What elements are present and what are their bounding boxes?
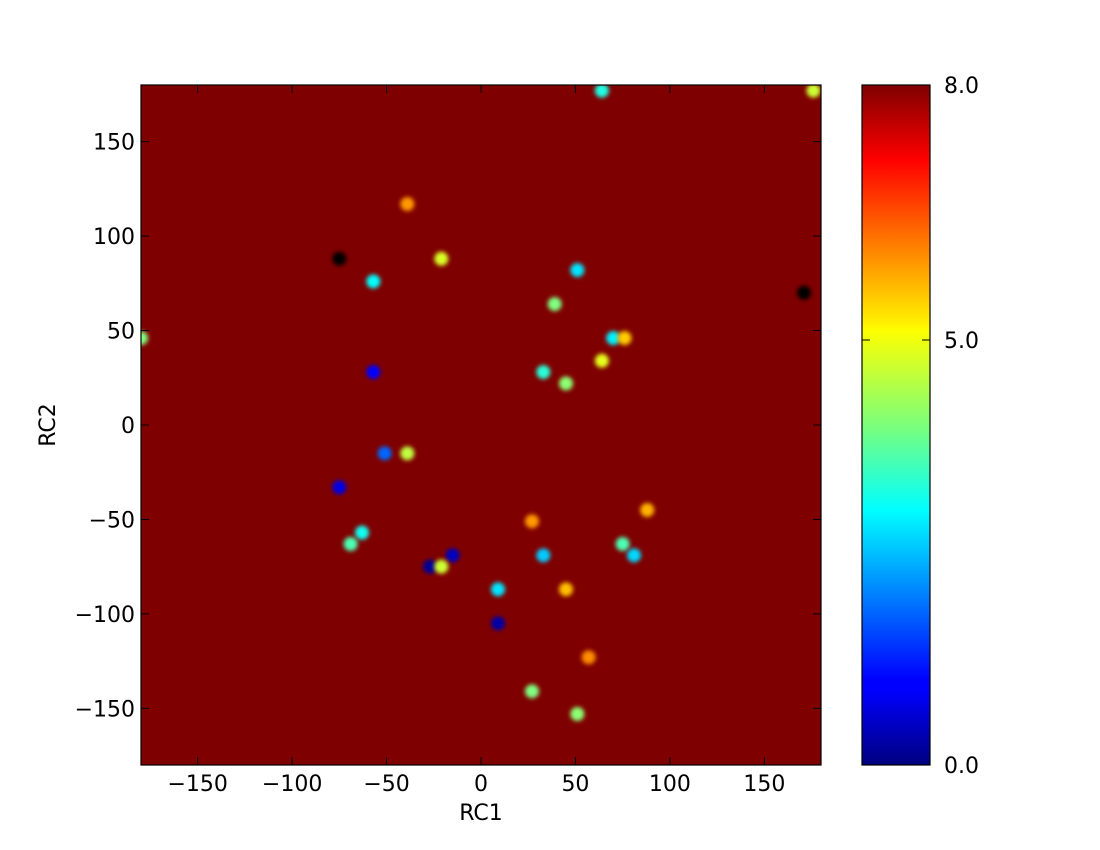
y-tick-label: 50 (107, 320, 135, 345)
heatmap-spot-9 (141, 331, 148, 346)
y-axis-ticks: −150 −100 −50 0 50 100 150 (75, 131, 821, 722)
x-tick-label: 100 (649, 772, 691, 797)
heatmap-spot-33 (525, 684, 539, 699)
heatmap-spot-16 (377, 446, 392, 461)
x-tick-label: −100 (262, 772, 322, 797)
heatmap-spot-18 (332, 480, 347, 495)
x-tick-label: 0 (474, 772, 488, 797)
heatmap-spot-28 (434, 559, 449, 574)
heatmap-spot-31 (491, 616, 505, 631)
heatmap-spot-3 (332, 251, 347, 266)
heatmap-spot-12 (594, 353, 609, 368)
colorbar-ticks: 0.0 5.0 8.0 (862, 74, 979, 779)
heatmap-spot-5 (366, 274, 381, 289)
heatmap-spot-1 (806, 85, 821, 98)
x-tick-label: 50 (561, 772, 589, 797)
heatmap-spot-8 (547, 297, 562, 312)
heatmap-spot-23 (615, 537, 630, 551)
y-tick-label: 150 (93, 131, 135, 156)
heatmap-spot-25 (445, 548, 460, 563)
heatmap-spot-15 (559, 376, 573, 391)
plot-area-background (141, 85, 821, 765)
y-tick-label: 0 (121, 414, 135, 439)
x-tick-label: 150 (743, 772, 785, 797)
y-tick-label: −50 (89, 508, 135, 533)
colorbar (861, 84, 931, 766)
colorbar-tick-label: 8.0 (944, 74, 979, 99)
heatmap-spot-27 (423, 559, 437, 574)
heatmap-spot-24 (627, 548, 641, 563)
y-tick-label: −150 (75, 697, 135, 722)
heatmap-spot-13 (366, 365, 381, 380)
y-axis-label: RC2 (36, 403, 61, 447)
x-axis-ticks: −150 −100 −50 0 50 100 150 (167, 85, 785, 797)
heatmap-spot-7 (797, 285, 811, 300)
heatmap-spot-4 (434, 251, 449, 266)
colorbar-tick-label: 5.0 (944, 329, 979, 354)
heatmap-spot-22 (343, 537, 358, 551)
heatmap-spot-34 (570, 707, 585, 721)
heatmap-spot-30 (559, 582, 573, 597)
heatmap-spot-2 (400, 197, 415, 211)
heatmap-spot-21 (355, 525, 369, 540)
x-axis-label: RC1 (459, 801, 503, 826)
heatmap-spot-32 (581, 650, 596, 665)
heatmap-spots (141, 85, 821, 721)
heatmap-spot-10 (606, 331, 621, 346)
heatmap-spot-20 (525, 514, 539, 529)
y-tick-label: −100 (75, 603, 135, 628)
heatmap-spot-14 (536, 365, 551, 380)
heatmap-spot-29 (491, 582, 505, 597)
heatmap-spot-26 (536, 548, 551, 563)
colorbar-tick-label: 0.0 (944, 754, 979, 779)
x-tick-label: −150 (167, 772, 227, 797)
heatmap-spot-6 (570, 263, 585, 278)
heatmap-spot-19 (640, 503, 655, 517)
heatmap-spot-0 (594, 85, 609, 98)
heatmap-spot-11 (617, 331, 632, 346)
y-tick-label: 100 (93, 225, 135, 250)
heatmap-spot-17 (400, 446, 415, 461)
x-tick-label: −50 (363, 772, 409, 797)
